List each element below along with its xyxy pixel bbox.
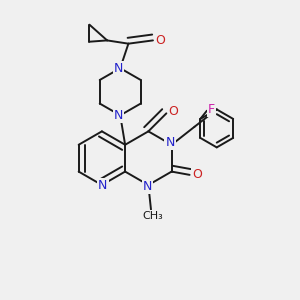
Text: F: F <box>208 103 215 116</box>
Text: N: N <box>143 180 152 193</box>
Text: N: N <box>114 109 123 122</box>
Text: CH₃: CH₃ <box>142 211 163 221</box>
Text: O: O <box>192 168 202 182</box>
Text: O: O <box>169 105 178 118</box>
Text: O: O <box>155 34 165 47</box>
Text: N: N <box>165 136 175 148</box>
Text: N: N <box>98 179 108 193</box>
Text: N: N <box>114 62 123 75</box>
